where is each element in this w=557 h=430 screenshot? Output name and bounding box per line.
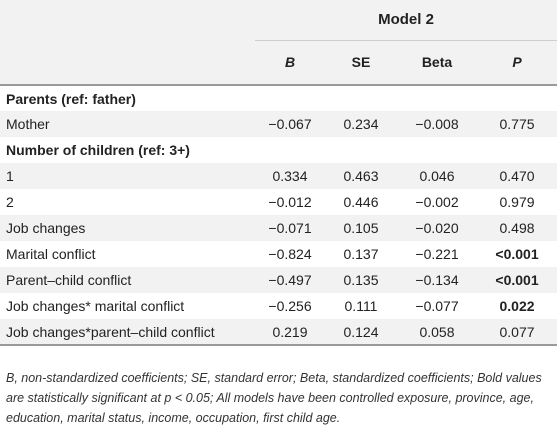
cell-se: 0.124: [343, 323, 379, 340]
cell-beta: −0.008: [415, 116, 459, 132]
cell-p: 0.077: [499, 323, 535, 340]
cell-beta: −0.002: [415, 194, 459, 210]
row-label: 2: [6, 194, 14, 210]
cell-se: 0.234: [343, 116, 379, 132]
cell-p: <0.001: [495, 272, 539, 288]
cell-se: 0.111: [344, 298, 378, 314]
cell-se: 0.446: [343, 194, 379, 210]
cell-se: 0.137: [343, 246, 379, 262]
model-header: Model 2: [255, 0, 557, 41]
row-label: Job changes*parent–child conflict: [6, 323, 215, 340]
table-row: Mother −0.067 0.234 −0.008 0.775: [0, 111, 557, 137]
table-row: Marital conflict −0.824 0.137 −0.221 <0.…: [0, 241, 557, 267]
cell-beta: 0.046: [419, 168, 455, 184]
cell-p: 0.498: [499, 220, 535, 236]
cell-b: −0.071: [268, 220, 312, 236]
table-row: Parents (ref: father): [0, 85, 557, 111]
table-row: 1 0.334 0.463 0.046 0.470: [0, 163, 557, 189]
cell-p: 0.775: [499, 116, 535, 132]
cell-b: −0.497: [268, 272, 312, 288]
table-row: Job changes −0.071 0.105 −0.020 0.498: [0, 215, 557, 241]
section-label: Parents (ref: father): [6, 90, 136, 107]
table-row: Parent–child conflict −0.497 0.135 −0.13…: [0, 267, 557, 293]
cell-beta: −0.020: [415, 220, 459, 236]
column-header-beta: Beta: [421, 54, 453, 71]
table-row: Job changes* marital conflict −0.256 0.1…: [0, 293, 557, 319]
cell-beta: −0.134: [415, 272, 459, 288]
row-label: Job changes* marital conflict: [6, 298, 185, 314]
row-label: Marital conflict: [6, 246, 96, 262]
table-row: 2 −0.012 0.446 −0.002 0.979: [0, 189, 557, 215]
cell-beta: −0.077: [415, 298, 459, 314]
cell-se: 0.105: [343, 220, 379, 236]
cell-se: 0.463: [343, 168, 379, 184]
row-label: Job changes: [6, 220, 86, 236]
cell-b: −0.067: [268, 116, 312, 132]
header-blank-cell: [0, 0, 255, 40]
table-footnote: B, non-standardized coefficients; SE, st…: [6, 371, 542, 425]
cell-p: 0.022: [499, 298, 535, 314]
regression-table: Model 2 B SE Beta P Parents (ref: father…: [0, 0, 557, 345]
header-blank-cell: [0, 40, 255, 85]
column-header-row: B SE Beta P: [0, 40, 557, 85]
cell-se: 0.135: [343, 272, 379, 288]
column-header-b: B: [284, 54, 296, 71]
cell-b: 0.219: [272, 323, 308, 340]
model-header-row: Model 2: [0, 0, 557, 41]
cell-b: −0.012: [268, 194, 312, 210]
cell-beta: −0.221: [415, 246, 459, 262]
row-label: Parent–child conflict: [6, 272, 132, 288]
column-header-se: SE: [351, 54, 371, 71]
cell-b: −0.256: [268, 298, 312, 314]
cell-beta: 0.058: [419, 323, 455, 340]
table-row: Job changes*parent–child conflict 0.219 …: [0, 319, 557, 345]
column-header-p: P: [512, 54, 522, 71]
row-label: Mother: [6, 116, 50, 132]
cell-p: <0.001: [495, 246, 539, 262]
cell-b: 0.334: [272, 168, 308, 184]
cell-p: 0.470: [499, 168, 535, 184]
cell-b: −0.824: [268, 246, 312, 262]
section-label: Number of children (ref: 3+): [6, 142, 190, 158]
table-row: Number of children (ref: 3+): [0, 137, 557, 163]
row-label: 1: [6, 168, 14, 184]
cell-p: 0.979: [499, 194, 535, 210]
